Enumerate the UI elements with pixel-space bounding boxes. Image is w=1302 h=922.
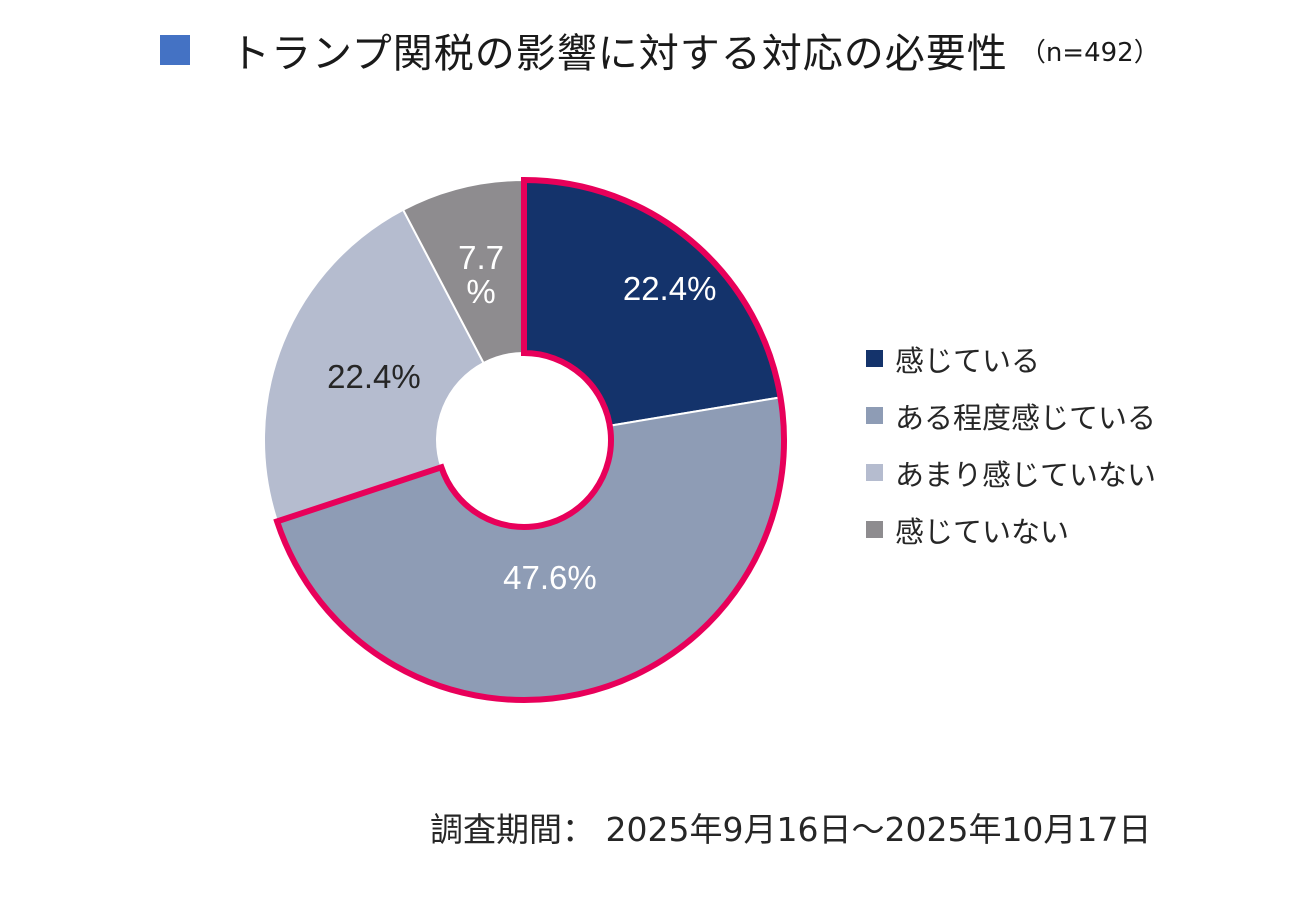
- data-label-感じていない: 7.7%: [458, 239, 504, 310]
- legend-item-感じている: 感じている: [866, 330, 1266, 387]
- chart-title-row: トランプ関税の影響に対する対応の必要性 （n=492）: [160, 22, 1160, 78]
- chart-subtitle: （n=492）: [1019, 37, 1160, 68]
- legend-label: 感じている: [895, 343, 1041, 378]
- data-label-あまり感じていない: 22.4%: [327, 358, 421, 395]
- data-label-感じている: 22.4%: [623, 270, 717, 307]
- legend-label: あまり感じていない: [895, 457, 1157, 492]
- chart-title: トランプ関税の影響に対する対応の必要性: [230, 31, 1008, 77]
- title-marker-square: [160, 35, 190, 65]
- chart-legend: 感じているある程度感じている あまり感じていない 感じていない: [866, 330, 1266, 558]
- highlight-outline: [273, 176, 787, 703]
- legend-item-あまり感じていない: あまり感じていない: [866, 444, 1266, 501]
- legend-item-感じていない: 感じていない: [866, 501, 1266, 558]
- legend-swatch: [866, 464, 883, 481]
- legend-swatch: [866, 350, 883, 367]
- legend-item-ある程度感じている: ある程度感じている: [866, 387, 1266, 444]
- legend-swatch: [866, 521, 883, 538]
- slice-あまり感じていない: [263, 208, 485, 523]
- survey-period: 調査期間： 2025年9月16日～2025年10月17日: [430, 810, 1152, 849]
- data-label-ある程度感じている: 47.6%: [503, 559, 597, 596]
- legend-swatch: [866, 407, 883, 424]
- legend-label: 感じていない: [895, 514, 1070, 549]
- legend-label: ある程度感じている: [895, 400, 1157, 435]
